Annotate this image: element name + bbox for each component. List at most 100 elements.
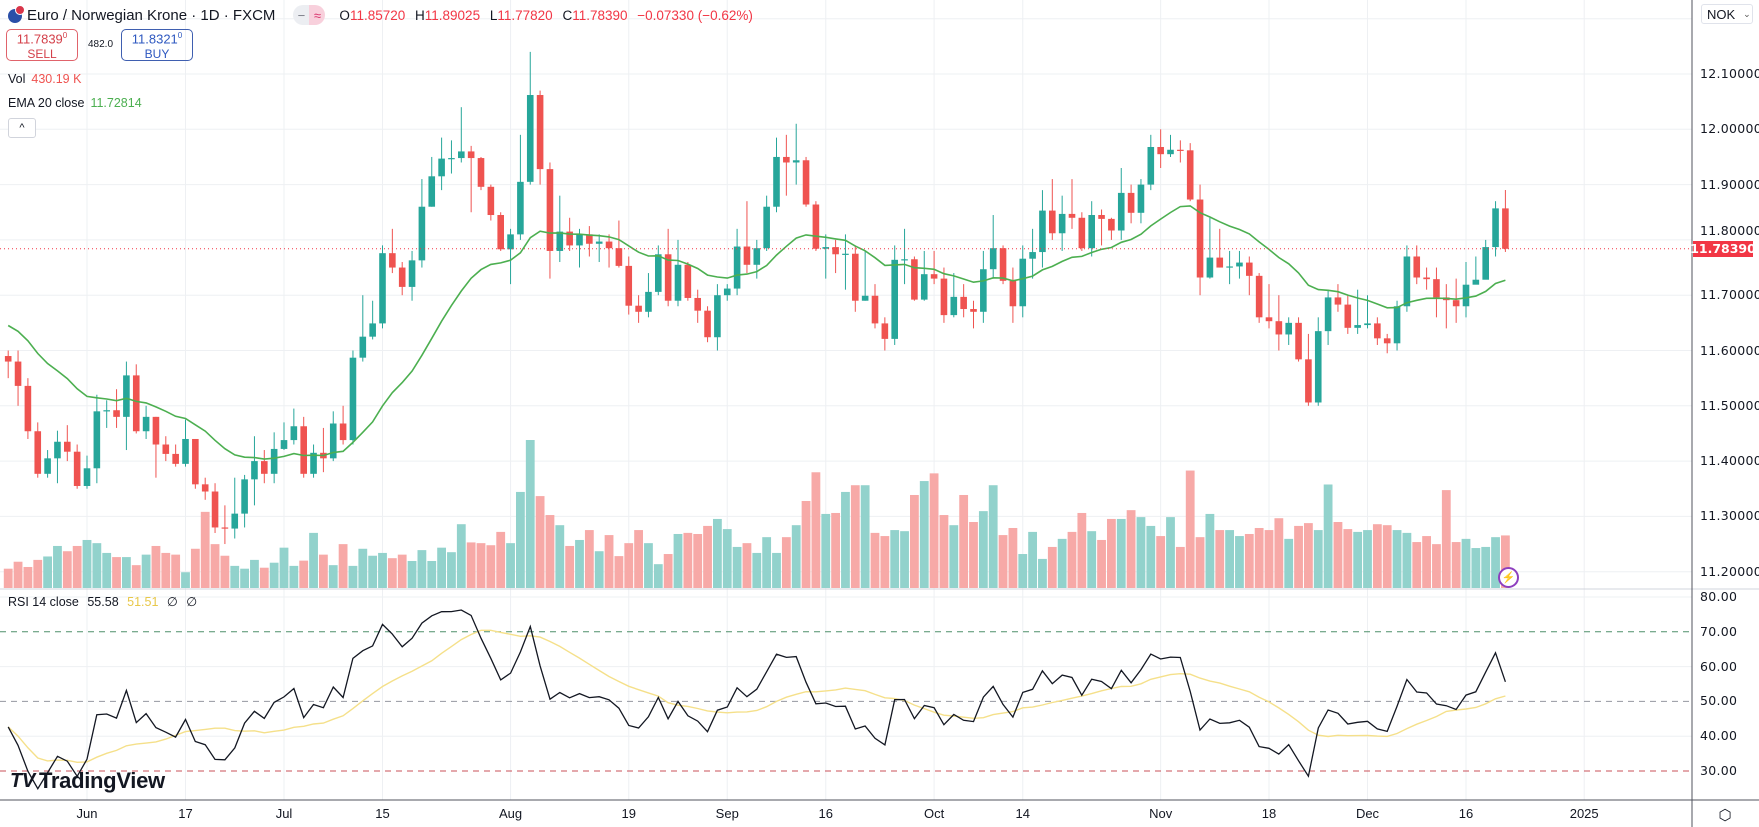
time-axis-label: Jun — [76, 806, 98, 821]
volume-bar — [525, 440, 535, 588]
volume-bar — [289, 565, 299, 588]
volume-bar — [319, 554, 328, 588]
candle-body — [1216, 257, 1224, 268]
symbol-header[interactable]: Euro / Norwegian Krone · 1D · FXCM − ≈ O… — [8, 5, 759, 25]
buy-price: 11.8321 — [131, 31, 178, 47]
market-status-pill[interactable]: − ≈ — [293, 5, 326, 25]
candle-body — [24, 385, 32, 432]
candle-body — [753, 248, 761, 265]
candle-body — [1462, 284, 1470, 307]
buy-button[interactable]: 11.83210 BUY — [121, 29, 193, 61]
volume-bar — [151, 545, 161, 588]
time-axis-label: Aug — [498, 806, 523, 821]
symbol-title[interactable]: Euro / Norwegian Krone · 1D · FXCM — [27, 6, 276, 24]
candle-body — [73, 451, 81, 486]
candle-body — [655, 254, 662, 292]
grid — [0, 0, 1692, 800]
volume-bar — [516, 491, 525, 588]
candle-body — [14, 361, 22, 386]
candle-body — [1039, 210, 1046, 253]
volume-bar — [919, 481, 929, 588]
volume-bar — [171, 554, 181, 588]
buy-price-sup: 0 — [177, 31, 183, 41]
volume-bar — [663, 554, 673, 588]
candle-body — [1246, 262, 1253, 276]
candle-body — [1305, 359, 1312, 403]
candle-body — [1314, 331, 1322, 403]
volume-bar — [978, 511, 988, 588]
spread-value: 482.0 — [88, 39, 114, 50]
volume-series — [3, 440, 1510, 588]
candle-body — [989, 248, 997, 270]
volume-bar — [43, 556, 52, 588]
volume-bar — [1402, 532, 1412, 588]
low-label: L — [489, 7, 498, 23]
candle-body — [1413, 256, 1421, 278]
time-axis-label: Nov — [1149, 806, 1173, 821]
volume-bar — [1481, 546, 1491, 588]
volume-bar — [801, 500, 811, 588]
candle-body — [34, 431, 42, 474]
candle-body — [398, 267, 406, 287]
candle-body — [852, 253, 859, 301]
candle-body — [763, 206, 770, 249]
volume-bar — [338, 544, 348, 588]
lightning-icon[interactable]: ⚡ — [1498, 567, 1519, 588]
candle-body — [1068, 213, 1076, 218]
candle-body — [310, 452, 317, 474]
candle-body — [251, 461, 258, 480]
rsi-legend[interactable]: RSI 14 close 55.58 51.51 ∅ ∅ — [8, 594, 197, 609]
volume-bar — [1313, 530, 1323, 588]
collapse-legend-button[interactable]: ^ — [8, 118, 36, 138]
volume-bar — [1284, 538, 1294, 588]
candle-body — [526, 95, 534, 182]
price-axis-label: 11.30000 — [1700, 508, 1759, 524]
volume-bar — [604, 535, 614, 588]
volume-bar — [1451, 542, 1461, 588]
volume-bar — [1432, 544, 1441, 588]
volume-bar — [1372, 524, 1382, 588]
tradingview-logo[interactable]: TV TradingView — [10, 768, 165, 794]
rsi-axis-label: 40.00 — [1700, 728, 1738, 744]
rsi-pane[interactable] — [0, 609, 1692, 790]
open-value: 11.85720 — [349, 7, 406, 23]
chevron-up-icon: ^ — [19, 122, 25, 134]
candle-body — [1029, 252, 1036, 259]
volume-bar — [1304, 523, 1313, 588]
ema-legend[interactable]: EMA 20 close 11.72814 — [8, 96, 142, 110]
candle-body — [54, 441, 61, 459]
candle-body — [339, 423, 347, 441]
rsi-legend-label: RSI 14 close — [8, 595, 79, 609]
volume-bar — [732, 546, 742, 588]
volume-bar — [23, 566, 33, 588]
settings-icon[interactable]: ⬡ — [1718, 807, 1732, 824]
volume-bar — [328, 565, 338, 588]
candle-body — [566, 231, 573, 246]
candle-body — [950, 296, 958, 316]
candle-body — [497, 215, 504, 250]
currency-selector[interactable]: NOK ⌄ — [1701, 4, 1753, 24]
volume-bar — [939, 515, 949, 588]
volume-bar — [1441, 490, 1451, 588]
volume-bar — [1363, 530, 1372, 588]
candle-body — [684, 264, 692, 298]
candle-body — [270, 448, 278, 474]
volume-bar — [575, 539, 584, 588]
candle-body — [1137, 184, 1145, 213]
volume-bar — [250, 559, 259, 588]
candle-body — [930, 274, 938, 279]
sell-button[interactable]: 11.78390 SELL — [6, 29, 78, 61]
candle-body — [1098, 215, 1105, 219]
candle-body — [1265, 317, 1273, 322]
volume-bar — [910, 494, 919, 588]
rsi-ma-legend-value: 51.51 — [127, 595, 159, 609]
volume-legend[interactable]: Vol 430.19 K — [8, 72, 81, 86]
candle-body — [832, 247, 839, 255]
volume-bar — [72, 545, 82, 588]
candle-body — [261, 461, 268, 474]
volume-bar — [653, 564, 663, 588]
volume-bar — [33, 559, 43, 588]
candle-body — [605, 241, 613, 249]
volume-bar — [535, 496, 545, 588]
